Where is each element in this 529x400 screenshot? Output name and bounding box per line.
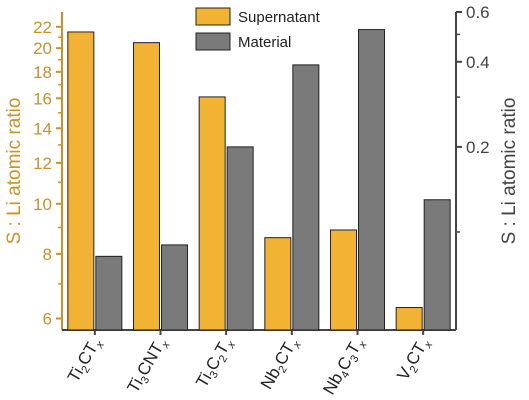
bar-supernatant <box>198 96 226 331</box>
category-label: Ti3C2Tx <box>192 334 238 392</box>
left-tick-label: 8 <box>43 245 52 264</box>
right-tick-label: 0.2 <box>466 138 490 157</box>
left-tick-label: 14 <box>33 119 52 138</box>
bar-supernatant <box>133 42 160 331</box>
legend-swatch <box>195 32 231 51</box>
right-tick-label: 0.6 <box>466 3 490 22</box>
left-tick-label: 18 <box>33 63 52 82</box>
category-label: Ti3CNTx <box>123 334 172 397</box>
category-label: V2CTx <box>393 334 435 385</box>
left-tick-label: 16 <box>33 89 52 108</box>
left-axis-title: S : Li atomic ratio <box>4 98 25 245</box>
left-tick-label: 10 <box>33 195 52 214</box>
bar-material <box>161 244 188 331</box>
category-label: Nb2CTx <box>257 334 304 394</box>
left-tick-label: 22 <box>33 18 52 37</box>
bar-supernatant <box>67 31 95 331</box>
bar-material <box>423 199 451 331</box>
legend-label: Material <box>238 34 291 51</box>
bar-material <box>358 29 385 331</box>
right-tick-label: 0.4 <box>466 53 490 72</box>
left-tick-label: 12 <box>33 154 52 173</box>
right-axis-title: S : Li atomic ratio <box>499 98 520 245</box>
bar-material <box>95 255 123 331</box>
left-tick-label: 20 <box>33 39 52 58</box>
bar-supernatant <box>264 237 292 331</box>
category-label: Ti2CTx <box>64 334 107 387</box>
category-label: Nb4C3Tx <box>319 334 369 399</box>
bar-material <box>292 64 320 331</box>
left-tick-label: 6 <box>43 309 52 328</box>
bar-supernatant <box>330 229 357 331</box>
legend-label: Supernatant <box>238 9 321 26</box>
bar-material <box>226 146 254 331</box>
legend-swatch <box>195 7 231 26</box>
bar-supernatant <box>395 307 423 331</box>
